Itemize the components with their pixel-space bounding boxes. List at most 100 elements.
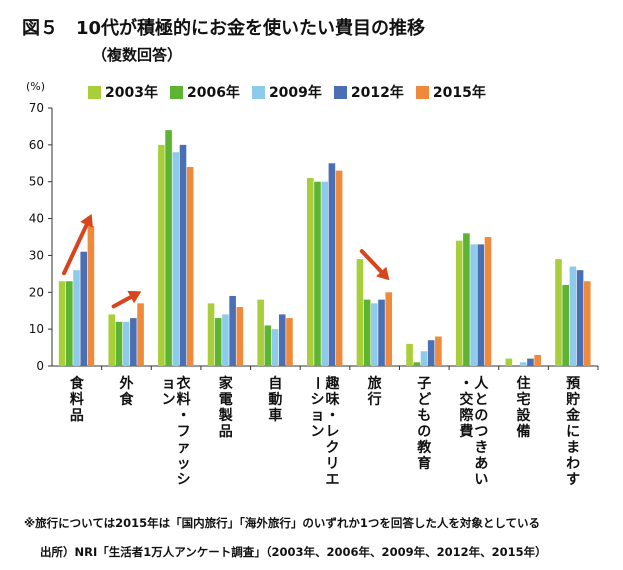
x-tick-label-char: 食 [119, 391, 134, 408]
x-tick-label-char: ッ [177, 456, 191, 472]
x-tick-label-char: リ [326, 456, 340, 472]
bar-2006年-預貯金にまわす [562, 284, 569, 366]
x-tick-label-char: 車 [268, 407, 282, 424]
bar-2012年-子どもの教育 [427, 340, 435, 366]
x-tick-label-char: 教 [417, 439, 432, 456]
bar-2006年-家電製品 [214, 318, 222, 366]
x-tick-label-char: 品 [70, 408, 84, 424]
bar-2003年-子どもの教育 [406, 343, 413, 366]
bar-2009年-衣料・ファッション [172, 152, 180, 366]
x-tick-label-char: 料 [70, 391, 84, 408]
bar-2003年-衣料・ファッション [158, 144, 165, 366]
x-tick-label-char: と [474, 392, 488, 408]
x-tick-label-char: ・ [177, 408, 191, 424]
bar-2012年-人とのつきあい・交際費 [477, 244, 485, 366]
bar-2003年-趣味・レクリエーション [307, 178, 314, 366]
trend-arrow-head [80, 213, 93, 228]
y-tick-label: 20 [29, 285, 44, 299]
x-tick-label-char: 住 [517, 375, 531, 392]
x-tick-label-char: い [474, 472, 488, 488]
legend-label-2006: 2006年 [186, 85, 240, 101]
x-tick-label-char: 預 [566, 376, 581, 392]
trend-arrow-head [127, 290, 142, 304]
legend-label-2009: 2009年 [268, 85, 322, 101]
x-tick-label-char: 外 [119, 375, 133, 392]
legend-swatch-2015 [415, 85, 429, 99]
x-tick-label-char: フ [177, 424, 191, 440]
bar-2006年-子どもの教育 [413, 362, 421, 366]
legend: 2003年 2006年 2009年 2012年 2015年 [88, 82, 486, 102]
x-tick-label-char: 味 [326, 392, 340, 408]
x-tick-label-char: 趣 [325, 375, 341, 392]
bar-2003年-住宅設備 [505, 358, 513, 366]
bar-2006年-食料品 [66, 281, 73, 366]
legend-label-2003: 2003年 [105, 85, 158, 101]
x-tick-label-char: つ [474, 424, 488, 440]
y-tick-label: 30 [29, 248, 44, 262]
x-tick-label-char: 育 [417, 455, 431, 472]
bar-2015年-食料品 [87, 225, 95, 366]
x-tick-label-char: ・ [459, 376, 473, 392]
x-tick-label-char: 交 [459, 391, 473, 408]
x-tick-label-char: も [417, 408, 431, 424]
legend-item-2003: 2003年 [88, 82, 158, 102]
bar-2003年-家電製品 [207, 303, 215, 366]
x-tick-label-char: す [566, 472, 580, 488]
legend-swatch-2003 [88, 85, 101, 99]
bar-2015年-自動車 [286, 318, 293, 366]
x-tick-label-char: き [474, 440, 488, 456]
bar-2006年-趣味・レクリエーション [314, 181, 321, 366]
trend-arrow-shaft [359, 249, 384, 274]
trend-arrow-shaft [111, 295, 133, 309]
x-tick-label-char: ク [326, 440, 340, 456]
x-tick-label-char: ァ [177, 440, 191, 456]
x-tick-label-char: 製 [218, 407, 233, 424]
legend-item-2012: 2012年 [333, 82, 404, 102]
x-tick-label-char: 品 [219, 424, 233, 440]
x-tick-label-char: 料 [177, 391, 191, 408]
y-tick-label: 40 [29, 212, 44, 226]
y-tick-label: 10 [29, 322, 44, 336]
trend-arrow-shaft [62, 222, 89, 276]
bar-chart: 010203040506070食料品外食衣料・ファッション家電製品自動車趣味・レ… [29, 101, 599, 488]
bar-2009年-子どもの教育 [420, 351, 428, 366]
bar-2003年-預貯金にまわす [555, 259, 562, 366]
chart-subtitle: （複数回答） [92, 46, 183, 64]
x-tick-label-char: エ [326, 472, 340, 488]
x-tick-label-char: 貯 [566, 391, 580, 408]
trend-arrow-head [376, 266, 390, 281]
bar-2012年-外食 [130, 318, 137, 366]
chart-title: 図５ 10代が積極的にお金を使いたい費目の推移 [22, 18, 426, 39]
bar-2012年-食料品 [80, 251, 88, 366]
x-tick-label-char: シ [311, 392, 325, 408]
x-tick-label-char: ど [417, 392, 431, 408]
bar-2009年-趣味・レクリエーション [321, 181, 328, 366]
bar-2009年-預貯金にまわす [569, 266, 577, 366]
footnote: ※旅行については2015年は「国内旅行」「海外旅行」のいずれか1つを回答した人を… [24, 516, 541, 530]
x-tick-label-char: 電 [219, 391, 233, 408]
legend-item-2009: 2009年 [251, 82, 322, 102]
x-tick-label-char: ョ [162, 376, 176, 392]
bar-2015年-趣味・レクリエーション [335, 170, 343, 366]
x-tick-label-char: ン [162, 392, 176, 408]
x-tick-label-char: 設 [517, 407, 532, 424]
bar-2009年-外食 [122, 321, 130, 366]
x-tick-label-char: ン [311, 424, 325, 440]
bar-2003年-旅行 [356, 259, 364, 366]
y-tick-label: 50 [29, 175, 44, 189]
legend-swatch-2009 [251, 85, 265, 99]
legend-label-2012: 2012年 [350, 85, 404, 101]
x-tick-label-char: ー [309, 376, 325, 390]
x-tick-label-char: ・ [326, 408, 340, 424]
x-tick-label-char: ョ [311, 408, 325, 424]
bar-2012年-家電製品 [229, 295, 236, 366]
legend-swatch-2012 [333, 85, 347, 99]
x-tick-label-char: わ [566, 456, 580, 472]
bar-2012年-自動車 [278, 314, 286, 366]
bar-2015年-家電製品 [236, 307, 244, 366]
legend-swatch-2006 [169, 85, 183, 99]
bar-2015年-衣料・ファッション [186, 166, 194, 366]
bar-2009年-人とのつきあい・交際費 [470, 244, 477, 366]
bar-2003年-外食 [108, 314, 116, 366]
x-tick-label-char: 衣 [177, 375, 192, 392]
